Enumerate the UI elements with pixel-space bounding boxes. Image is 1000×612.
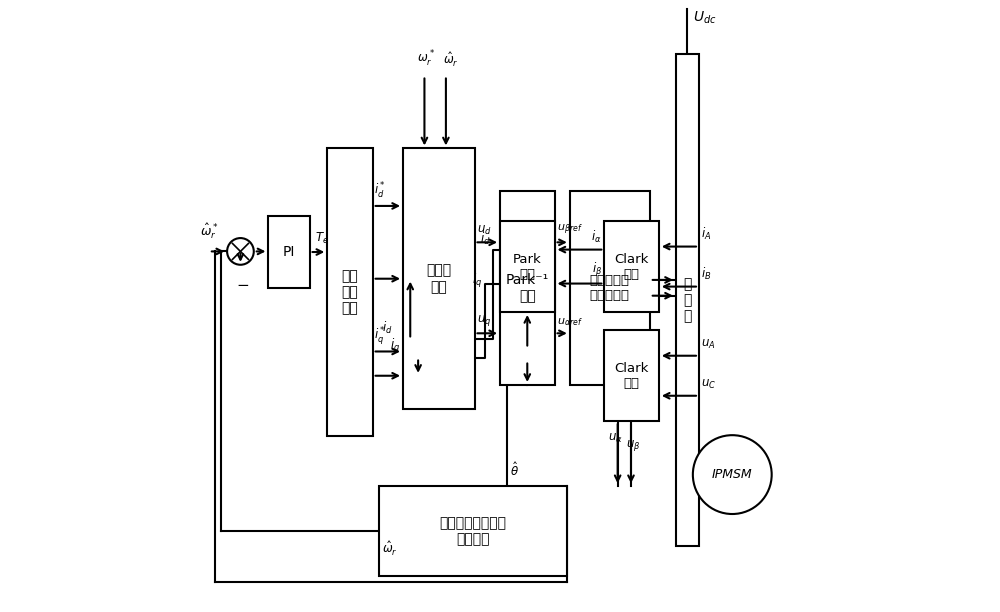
Text: $u_C$: $u_C$ bbox=[701, 378, 717, 391]
Text: $i_\alpha$: $i_\alpha$ bbox=[591, 229, 602, 245]
Text: $\hat{\theta}$: $\hat{\theta}$ bbox=[510, 461, 519, 479]
Text: $i_A$: $i_A$ bbox=[701, 226, 712, 242]
Text: 最优
转矩
控制: 最优 转矩 控制 bbox=[342, 269, 358, 316]
Text: $i_q$: $i_q$ bbox=[472, 272, 482, 289]
FancyBboxPatch shape bbox=[379, 486, 567, 576]
Text: 逆
变
器: 逆 变 器 bbox=[683, 277, 692, 323]
Text: $i_d$: $i_d$ bbox=[480, 231, 490, 247]
FancyBboxPatch shape bbox=[403, 148, 475, 409]
Text: $i_\beta$: $i_\beta$ bbox=[592, 261, 602, 278]
Text: $u_\alpha$: $u_\alpha$ bbox=[608, 432, 623, 446]
Text: Clark
变换: Clark 变换 bbox=[614, 253, 649, 280]
FancyBboxPatch shape bbox=[500, 221, 555, 312]
FancyBboxPatch shape bbox=[500, 191, 555, 385]
Text: IPMSM: IPMSM bbox=[712, 468, 753, 481]
Text: $U_{dc}$: $U_{dc}$ bbox=[693, 10, 717, 26]
Circle shape bbox=[693, 435, 772, 514]
FancyBboxPatch shape bbox=[327, 148, 373, 436]
Text: $i_q$: $i_q$ bbox=[390, 337, 400, 354]
Text: $\hat{\omega}_r^*$: $\hat{\omega}_r^*$ bbox=[200, 221, 219, 241]
Text: $u_q$: $u_q$ bbox=[477, 313, 491, 329]
Text: $T_e$: $T_e$ bbox=[315, 231, 329, 246]
Text: $i_d$: $i_d$ bbox=[382, 320, 392, 337]
Text: $u_{\beta ref}$: $u_{\beta ref}$ bbox=[557, 223, 583, 237]
FancyBboxPatch shape bbox=[570, 191, 650, 385]
Text: $\omega_r^*$: $\omega_r^*$ bbox=[417, 50, 435, 70]
Text: $-$: $-$ bbox=[236, 275, 249, 291]
FancyBboxPatch shape bbox=[676, 54, 699, 545]
Text: 无源控
制器: 无源控 制器 bbox=[426, 264, 451, 294]
Text: $u_\beta$: $u_\beta$ bbox=[626, 438, 640, 453]
FancyBboxPatch shape bbox=[268, 216, 310, 288]
Text: 电压空间矢
量脉宽调制: 电压空间矢 量脉宽调制 bbox=[590, 274, 630, 302]
Text: $u_A$: $u_A$ bbox=[701, 338, 716, 351]
Text: Clark
变换: Clark 变换 bbox=[614, 362, 649, 390]
Circle shape bbox=[227, 238, 254, 265]
Text: Park⁻¹
变换: Park⁻¹ 变换 bbox=[506, 273, 549, 303]
FancyBboxPatch shape bbox=[604, 330, 659, 421]
Text: PI: PI bbox=[283, 245, 295, 259]
Text: 非奇异高阶终端滑
模观测器: 非奇异高阶终端滑 模观测器 bbox=[439, 516, 506, 546]
Text: $i_d^*$: $i_d^*$ bbox=[374, 181, 386, 201]
Text: $u_{\alpha ref}$: $u_{\alpha ref}$ bbox=[557, 316, 583, 329]
Text: $i_q^*$: $i_q^*$ bbox=[374, 324, 386, 346]
Text: $\hat{\omega}_r$: $\hat{\omega}_r$ bbox=[382, 540, 398, 558]
Text: Park
变换: Park 变换 bbox=[513, 253, 542, 280]
Text: $u_d$: $u_d$ bbox=[477, 225, 492, 237]
Text: $\hat{\omega}_r$: $\hat{\omega}_r$ bbox=[443, 51, 459, 70]
Text: $i_B$: $i_B$ bbox=[701, 266, 712, 282]
FancyBboxPatch shape bbox=[604, 221, 659, 312]
